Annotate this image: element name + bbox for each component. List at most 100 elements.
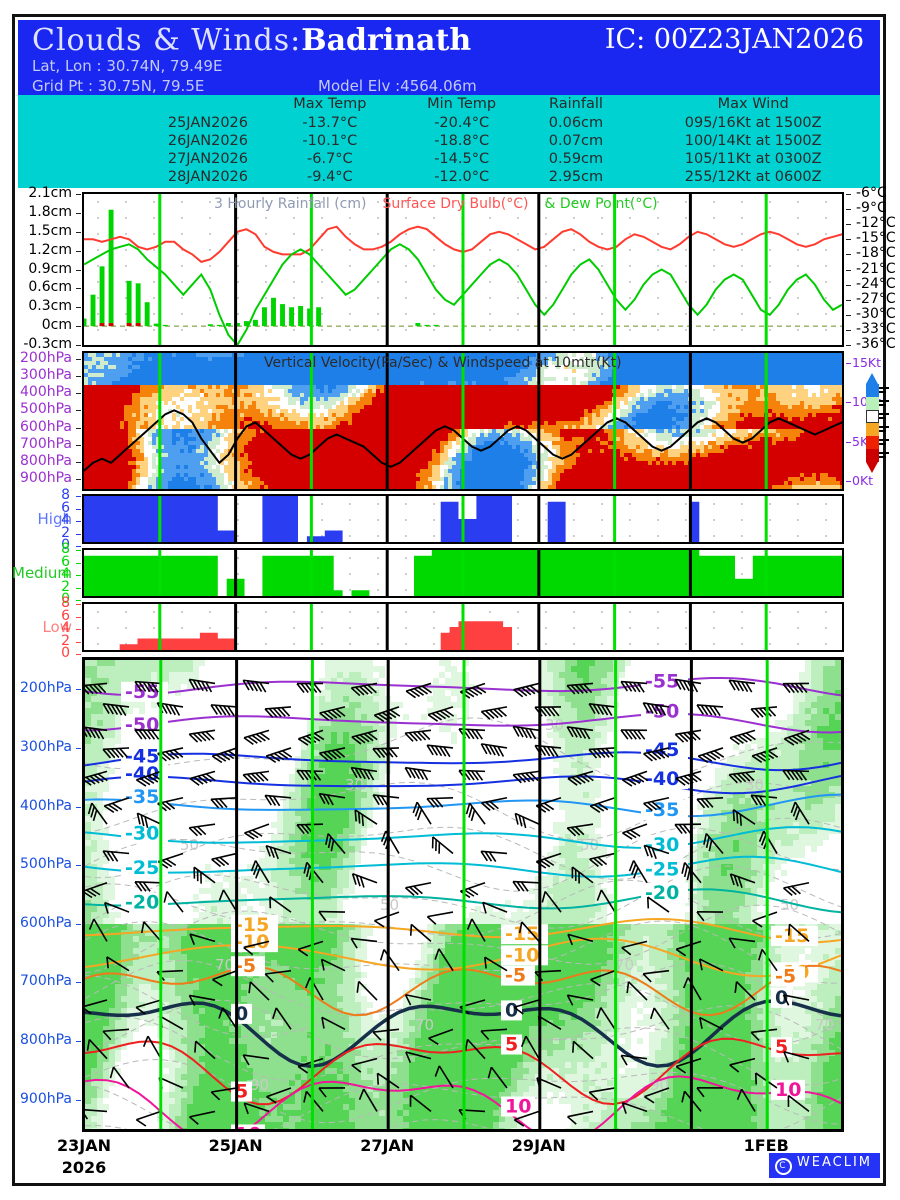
cloud-tickmark bbox=[76, 600, 81, 601]
kt-tickmark bbox=[846, 402, 851, 404]
cloud-tick: 2 bbox=[61, 524, 70, 541]
main-pressure-tick: 600hPa bbox=[20, 914, 72, 931]
vv-tickmark bbox=[76, 376, 81, 378]
cell-min-temp: -20.4°C bbox=[434, 115, 490, 131]
cell-rainfall: 0.06cm bbox=[548, 115, 604, 131]
main-pressure-tick: 800hPa bbox=[20, 1032, 72, 1049]
vv-tickmark bbox=[76, 410, 81, 412]
legend-wind-barb bbox=[879, 417, 886, 419]
legend-wind-barb bbox=[879, 426, 889, 428]
cell-max-temp: -10.1°C bbox=[302, 133, 358, 149]
cloud-tickmark bbox=[76, 629, 81, 630]
kt-tickmark bbox=[846, 441, 851, 443]
cloud-tick: 8 bbox=[61, 541, 70, 557]
rain-right-tick: -15°C bbox=[856, 230, 896, 247]
cloud-tickmark bbox=[76, 562, 81, 564]
cloud-tick: 6 bbox=[61, 499, 70, 516]
upper-air-plot-area: 3030303050505050707070709090-55-55-50-50… bbox=[85, 660, 841, 1129]
table-header-row: Max Temp Min Temp Rainfall Max Wind bbox=[18, 95, 880, 114]
copyright-icon: C bbox=[774, 1158, 792, 1175]
cloud-tick: 6 bbox=[61, 607, 70, 624]
col-min-temp: Min Temp bbox=[427, 96, 497, 112]
vertical-velocity-panel: Vertical Velocity(Pa/Sec) & Windspeed at… bbox=[82, 351, 844, 491]
cell-max-wind: 100/14Kt at 1500Z bbox=[684, 133, 822, 149]
cloud-tick: 0 bbox=[61, 591, 70, 607]
main-tickmark bbox=[76, 806, 81, 808]
main-pressure-tick: 900hPa bbox=[20, 1090, 72, 1107]
chart-outer-frame bbox=[12, 14, 886, 1186]
daily-summary-table: Max Temp Min Temp Rainfall Max Wind 25JA… bbox=[18, 95, 880, 188]
vv-tickmark bbox=[76, 393, 81, 395]
date-tick-1FEB: 1FEB bbox=[743, 1136, 789, 1155]
initial-condition-label: IC: 00Z23JAN2026 bbox=[604, 24, 864, 55]
cell-max-wind: 255/12Kt at 0600Z bbox=[684, 169, 822, 185]
low-cloud-plot-area bbox=[84, 604, 842, 650]
table-row: 27JAN2026 -6.7°C -14.5°C 0.59cm 105/11Kt at … bbox=[18, 150, 880, 168]
colorbar-segment-5 bbox=[866, 449, 879, 462]
cell-rainfall: 2.95cm bbox=[548, 169, 604, 185]
legend-wind-barb bbox=[879, 452, 889, 454]
main-tickmark bbox=[76, 747, 81, 749]
cell-rainfall: 0.59cm bbox=[548, 151, 604, 167]
cell-max-temp: -9.4°C bbox=[307, 169, 353, 185]
rain-right-tickmark bbox=[846, 299, 851, 301]
cell-min-temp: -18.8°C bbox=[434, 133, 490, 149]
cloud-label-low: Low bbox=[42, 618, 72, 636]
main-tickmark bbox=[76, 982, 81, 984]
cell-min-temp: -12.0°C bbox=[434, 169, 490, 185]
legend-wind-barb bbox=[879, 400, 889, 402]
col-date bbox=[18, 95, 262, 114]
cloud-tickmark bbox=[76, 496, 81, 497]
cloud-tickmark bbox=[76, 546, 81, 547]
cloud-tickmark bbox=[76, 604, 81, 605]
legend-wind-barb bbox=[879, 443, 886, 445]
col-rainfall: Rainfall bbox=[549, 96, 603, 112]
cloud-tickmark bbox=[76, 575, 81, 576]
rain-left-tickmark bbox=[76, 250, 81, 252]
cell-rainfall: 0.07cm bbox=[548, 133, 604, 149]
vv-pressure-tick: 400hPa bbox=[20, 384, 72, 401]
colorbar-bottom-arrow bbox=[866, 462, 878, 473]
rain-left-tick: 2.1cm bbox=[28, 185, 72, 201]
rain-left-tickmark bbox=[76, 326, 81, 328]
col-max-temp: Max Temp bbox=[293, 96, 367, 112]
cloud-tickmark bbox=[76, 533, 81, 535]
rain-left-tickmark bbox=[76, 194, 81, 195]
main-pressure-tick: 500hPa bbox=[20, 856, 72, 873]
rain-right-tickmark bbox=[846, 284, 851, 286]
rain-right-tick: -12°C bbox=[856, 215, 896, 232]
page-title: Clouds & Winds:Badrinath bbox=[32, 23, 472, 58]
lat-lon-label: Lat, Lon : 30.74N, 79.49E bbox=[32, 57, 223, 75]
rain-right-tick: -24°C bbox=[856, 275, 896, 292]
cloud-tickmark bbox=[76, 550, 81, 551]
main-pressure-tick: 700hPa bbox=[20, 973, 72, 990]
rain-right-tick: -9°C bbox=[856, 200, 887, 217]
cell-date: 25JAN2026 bbox=[167, 115, 248, 131]
rain-right-tickmark bbox=[846, 314, 851, 316]
colorbar-segment-1 bbox=[866, 397, 879, 410]
vv-pressure-tick: 800hPa bbox=[20, 452, 72, 469]
cell-max-temp: -13.7°C bbox=[302, 115, 358, 131]
weaclim-watermark: C WEACLIM bbox=[768, 1153, 880, 1178]
cell-date: 26JAN2026 bbox=[167, 133, 248, 149]
cloud-tick: 2 bbox=[61, 578, 70, 595]
rain-left-tick: 0.3cm bbox=[28, 298, 72, 315]
legend-wind-barb bbox=[879, 439, 889, 441]
rain-right-tick: -21°C bbox=[856, 260, 896, 277]
rain-left-tick: 0cm bbox=[41, 317, 72, 334]
cloud-tickmark bbox=[76, 641, 81, 643]
vv-pressure-tick: 600hPa bbox=[20, 418, 72, 435]
rain-left-tick: 1.8cm bbox=[28, 203, 72, 220]
cloud-tick: 0 bbox=[61, 537, 70, 553]
cell-date: 27JAN2026 bbox=[167, 151, 248, 167]
main-tickmark bbox=[76, 689, 81, 691]
colorbar-segment-3 bbox=[866, 423, 879, 436]
legend-wind-barb bbox=[879, 456, 886, 458]
rain-right-tickmark bbox=[846, 269, 851, 271]
rain-right-tickmark bbox=[846, 224, 851, 226]
upper-air-panel: 3030303050505050707070709090-55-55-50-50… bbox=[82, 657, 844, 1132]
rain-left-tick: -0.3cm bbox=[23, 336, 72, 352]
rain-right-tickmark bbox=[846, 194, 851, 195]
vertical-velocity-plot-area bbox=[84, 353, 842, 489]
cloud-tickmark bbox=[76, 654, 81, 655]
